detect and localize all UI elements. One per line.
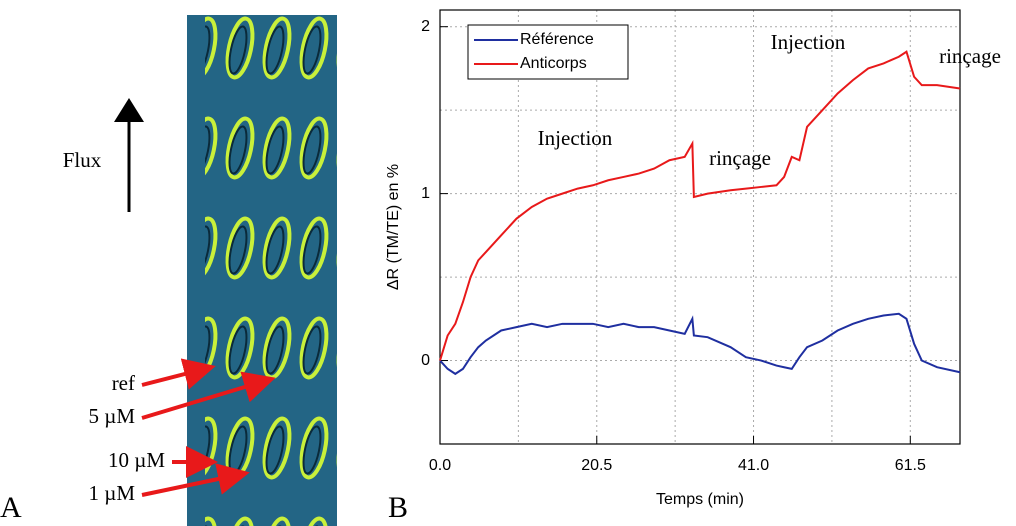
legend-label: Anticorps (520, 55, 587, 72)
x-tick-label: 41.0 (738, 457, 769, 474)
y-tick-label: 1 (421, 185, 430, 202)
panel-label: B (388, 491, 408, 524)
micrograph (187, 15, 337, 526)
arrow-label: ref (112, 371, 135, 395)
legend-label: Référence (520, 31, 594, 48)
x-axis-label: Temps (min) (656, 491, 744, 508)
data-line (439, 50, 961, 361)
x-tick-label: 61.5 (895, 457, 926, 474)
panel-label: A (0, 491, 22, 524)
annotation: Injection (771, 30, 846, 54)
y-tick-label: 0 (421, 352, 430, 369)
arrow-label: 10 µM (108, 448, 165, 472)
flow-label: Flux (63, 148, 102, 172)
plot-frame (439, 9, 961, 445)
arrow-label: 5 µM (88, 404, 135, 428)
data-line (439, 312, 961, 376)
legend-box (467, 24, 629, 80)
annotation: rinçage (709, 146, 771, 170)
annotation: rinçage (939, 44, 1001, 68)
annotation: Injection (538, 126, 613, 150)
red-arrows (141, 358, 276, 497)
x-tick-label: 0.0 (429, 457, 451, 474)
arrow-label: 1 µM (88, 481, 135, 505)
x-tick-label: 20.5 (581, 457, 612, 474)
y-axis-label: ΔR (TM/TE) en % (385, 164, 402, 290)
y-tick-label: 2 (421, 18, 430, 35)
